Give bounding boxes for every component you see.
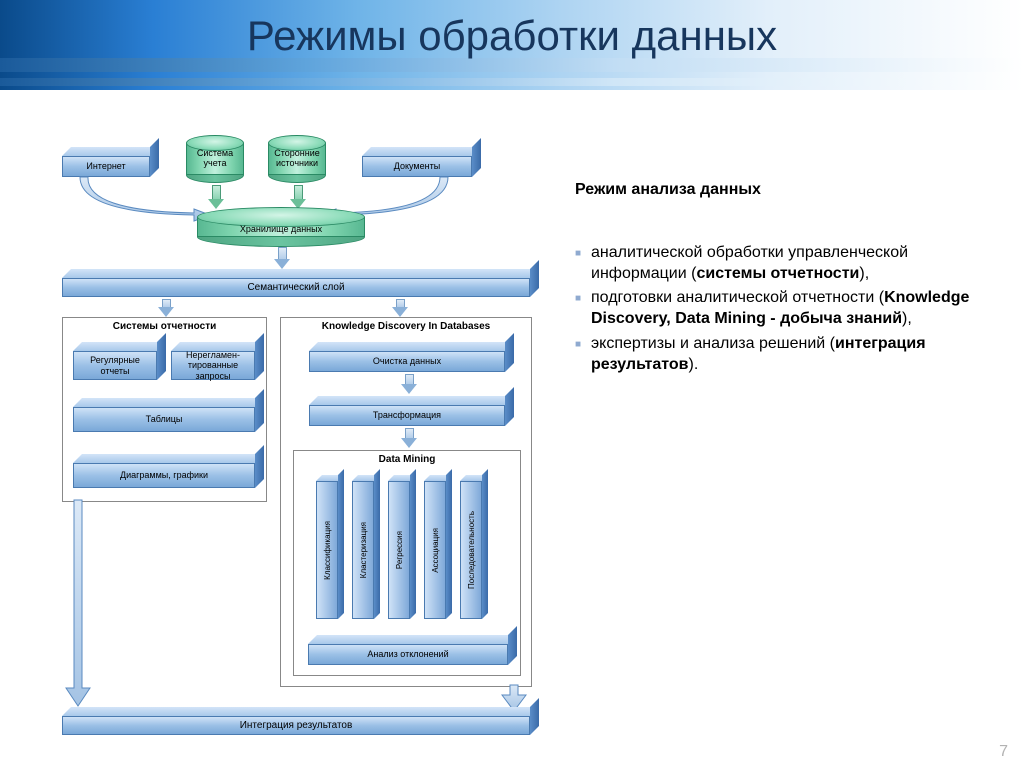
- label-adhoc: Нерегламен- тированные запросы: [182, 350, 244, 381]
- label-clean: Очистка данных: [369, 356, 445, 366]
- label-external: Сторонние источники: [268, 149, 326, 169]
- vbar-label-0: Классификация: [323, 521, 332, 580]
- arrow-acct-down: [208, 185, 224, 209]
- box-deviation: Анализ отклонений: [308, 635, 508, 665]
- label-deviation: Анализ отклонений: [363, 649, 452, 659]
- label-accounting: Система учета: [186, 149, 244, 169]
- panel-mining: Data Mining Классификация Кластеризация …: [293, 450, 521, 676]
- label-regular: Регулярные отчеты: [86, 355, 144, 376]
- box-semantic: Семантический слой: [62, 269, 530, 297]
- arrow-sem-left: [158, 299, 174, 317]
- arrow-sem-right: [392, 299, 408, 317]
- box-trans: Трансформация: [309, 396, 505, 426]
- box-tables: Таблицы: [73, 398, 255, 432]
- label-charts: Диаграммы, графики: [116, 470, 212, 480]
- label-tables: Таблицы: [142, 414, 187, 424]
- arrow-clean-trans: [401, 374, 417, 394]
- box-regular: Регулярные отчеты: [73, 342, 157, 380]
- label-kdd-title: Knowledge Discovery In Databases: [281, 321, 531, 332]
- label-mining-title: Data Mining: [294, 454, 520, 465]
- vbar-label-1: Кластеризация: [359, 522, 368, 578]
- curve-left-down: [56, 500, 106, 710]
- box-documents: Документы: [362, 147, 472, 177]
- arrow-wh-sem: [274, 247, 290, 269]
- vbar-1: Кластеризация: [352, 475, 374, 619]
- vbar-0: Классификация: [316, 475, 338, 619]
- label-internet: Интернет: [82, 161, 129, 171]
- arrow-ext-down: [290, 185, 306, 209]
- bullet-3: экспертизы и анализа решений (интеграция…: [575, 334, 975, 376]
- box-charts: Диаграммы, графики: [73, 454, 255, 488]
- text-panel: Режим анализа данных аналитической обраб…: [575, 180, 975, 380]
- box-internet: Интернет: [62, 147, 150, 177]
- vbar-label-3: Ассоциация: [431, 528, 440, 573]
- vbar-2: Регрессия: [388, 475, 410, 619]
- vbar-3: Ассоциация: [424, 475, 446, 619]
- label-semantic: Семантический слой: [243, 282, 348, 294]
- panel-kdd: Knowledge Discovery In Databases Очистка…: [280, 317, 532, 687]
- panel-reporting: Системы отчетности Регулярные отчеты Нер…: [62, 317, 267, 502]
- box-adhoc: Нерегламен- тированные запросы: [171, 342, 255, 380]
- vbar-label-4: Последовательность: [467, 511, 476, 589]
- vbar-label-2: Регрессия: [395, 531, 404, 569]
- bullet-2: подготовки аналитической отчетности (Kno…: [575, 288, 975, 330]
- arrow-trans-mining: [401, 428, 417, 448]
- label-integration: Интеграция результатов: [236, 720, 357, 732]
- label-trans: Трансформация: [369, 410, 445, 420]
- label-reporting-title: Системы отчетности: [63, 321, 266, 332]
- diagram: Интернет Документы Система учета Сторонн…: [62, 135, 542, 740]
- text-heading: Режим анализа данных: [575, 180, 975, 201]
- box-integration: Интеграция результатов: [62, 707, 530, 735]
- vbar-4: Последовательность: [460, 475, 482, 619]
- cyl-warehouse: Хранилище данных: [197, 207, 365, 247]
- box-clean: Очистка данных: [309, 342, 505, 372]
- label-documents: Документы: [390, 161, 444, 171]
- page-number: 7: [999, 743, 1008, 761]
- bullet-1: аналитической обработки управленческой и…: [575, 243, 975, 285]
- label-warehouse: Хранилище данных: [197, 225, 365, 235]
- slide-title: Режимы обработки данных: [0, 12, 1024, 60]
